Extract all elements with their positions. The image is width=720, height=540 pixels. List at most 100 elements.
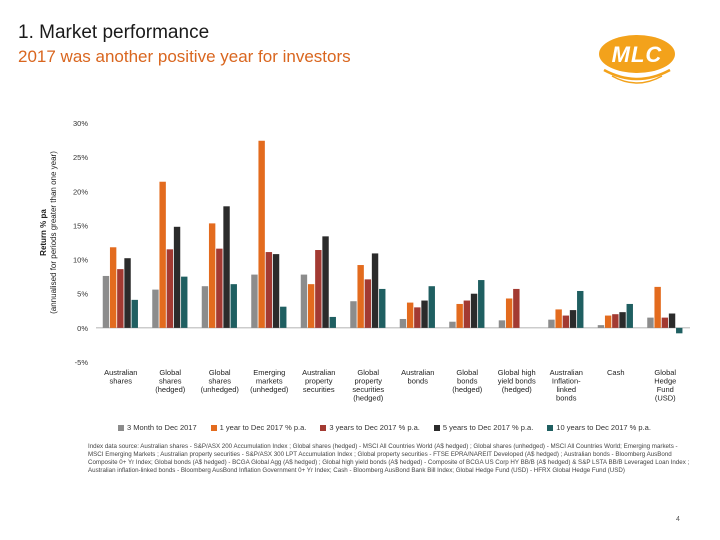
legend-item: 10 years to Dec 2017 % p.a. <box>547 423 651 432</box>
bar <box>117 269 124 328</box>
y-tick-label: 20% <box>73 187 88 196</box>
bar <box>456 303 463 328</box>
legend-swatch <box>118 424 124 431</box>
x-tick-label: property <box>354 377 382 386</box>
bar <box>513 288 520 328</box>
x-tick-label: Global <box>456 368 478 377</box>
legend-label: 3 Month to Dec 2017 <box>127 423 197 432</box>
x-tick-label: bonds <box>556 394 577 403</box>
bar <box>421 300 428 328</box>
y-tick-label: -5% <box>75 358 89 367</box>
bar <box>478 280 485 328</box>
legend-swatch <box>433 424 440 431</box>
x-tick-label: Fund <box>657 385 674 394</box>
bar <box>272 254 280 328</box>
bar <box>124 258 131 328</box>
x-tick-label: securities <box>352 385 384 394</box>
x-tick-label: Australian <box>302 368 335 377</box>
legend-swatch <box>320 424 327 431</box>
bar <box>159 181 166 328</box>
bar <box>406 302 414 328</box>
legend-label: 1 year to Dec 2017 % p.a. <box>219 423 307 432</box>
x-tick-label: Hedge <box>654 377 676 386</box>
bar <box>676 327 683 334</box>
x-tick-label: Australian <box>104 368 137 377</box>
bar <box>322 236 329 328</box>
x-tick-label: markets <box>256 377 283 386</box>
x-tick-label: Global <box>357 368 379 377</box>
y-tick-label: 25% <box>73 153 88 162</box>
bar <box>548 319 555 328</box>
y-tick-label: 30% <box>73 119 88 128</box>
bar <box>223 206 230 328</box>
page-number: 4 <box>676 516 680 523</box>
bar <box>379 288 386 328</box>
bar <box>604 315 612 328</box>
legend-swatch <box>210 424 217 431</box>
x-tick-label: Inflation- <box>552 377 581 386</box>
bar <box>569 310 577 328</box>
bar <box>350 301 357 328</box>
bar <box>661 317 669 328</box>
legend-label: 10 years to Dec 2017 % p.a. <box>556 423 651 432</box>
bar <box>654 286 661 328</box>
x-tick-label: Cash <box>607 368 625 377</box>
x-tick-label: bonds <box>408 377 429 386</box>
bar <box>498 320 506 328</box>
chart-legend: 3 Month to Dec 2017 1 year to Dec 2017 % … <box>118 423 698 432</box>
bar <box>102 275 110 328</box>
bar <box>265 252 273 328</box>
x-tick-label: (hedged) <box>155 385 186 394</box>
x-tick-label: (hedged) <box>353 394 384 403</box>
legend-item: 3 years to Dec 2017 % p.a. <box>320 423 420 432</box>
bar <box>152 289 159 328</box>
y-axis-label: Return % pa(annualised for periods great… <box>39 151 58 314</box>
legend-label: 5 years to Dec 2017 % p.a. <box>442 423 534 432</box>
legend-item: 1 year to Dec 2017 % p.a. <box>210 423 307 432</box>
bar <box>258 140 265 328</box>
x-tick-label: (unhedged) <box>201 385 240 394</box>
bar <box>201 286 209 328</box>
x-tick-label: property <box>305 377 333 386</box>
logo-shape <box>599 35 675 84</box>
x-tick-label: Global <box>159 368 181 377</box>
bar <box>216 248 223 328</box>
x-tick-label: (hedged) <box>502 385 533 394</box>
logo-text: MLC <box>611 42 663 67</box>
bar <box>307 284 315 328</box>
y-axis-label-line: (annualised for periods greater than one… <box>49 151 58 314</box>
bar <box>300 274 308 328</box>
bar <box>364 279 372 328</box>
bar <box>597 325 605 328</box>
x-tick-label: linked <box>556 385 576 394</box>
bar <box>131 299 138 328</box>
x-tick-label: shares <box>109 377 132 386</box>
bar <box>555 309 562 328</box>
y-tick-label: 5% <box>77 290 88 299</box>
bar <box>208 223 216 328</box>
bar <box>577 290 584 328</box>
y-tick-label: 15% <box>73 221 88 230</box>
bar <box>329 316 336 328</box>
bar <box>470 293 478 328</box>
x-tick-label: securities <box>303 385 335 394</box>
legend-label: 3 years to Dec 2017 % p.a. <box>329 423 420 432</box>
bar <box>414 307 421 328</box>
bar <box>371 253 379 328</box>
page-subtitle: 2017 was another positive year for inves… <box>18 47 351 66</box>
bar <box>449 321 456 328</box>
bar <box>612 314 619 328</box>
x-tick-label: (hedged) <box>452 385 483 394</box>
bar <box>428 286 435 328</box>
page-title: 1. Market performance <box>18 22 210 43</box>
bar <box>357 265 364 328</box>
bar <box>647 317 654 328</box>
legend-item: 5 years to Dec 2017 % p.a. <box>433 423 534 432</box>
x-tick-label: Global <box>654 368 676 377</box>
x-tick-label: (unhedged) <box>250 385 289 394</box>
bar <box>463 300 471 328</box>
bar <box>109 247 117 328</box>
bar <box>251 274 258 328</box>
mlc-logo: MLC <box>594 30 680 86</box>
